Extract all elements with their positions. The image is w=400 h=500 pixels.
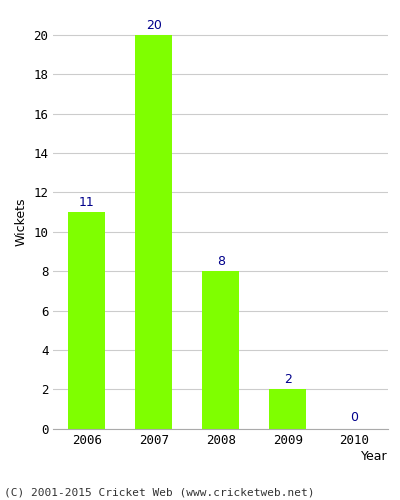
X-axis label: Year: Year [361,450,388,462]
Text: 11: 11 [79,196,95,209]
Text: 2: 2 [284,374,292,386]
Bar [135,34,172,429]
Y-axis label: Wickets: Wickets [15,198,28,246]
Text: 20: 20 [146,19,162,32]
Bar [269,390,306,429]
Text: (C) 2001-2015 Cricket Web (www.cricketweb.net): (C) 2001-2015 Cricket Web (www.cricketwe… [4,488,314,498]
Bar [202,271,239,429]
Text: 0: 0 [350,411,358,424]
Bar [68,212,105,429]
Text: 8: 8 [217,255,225,268]
